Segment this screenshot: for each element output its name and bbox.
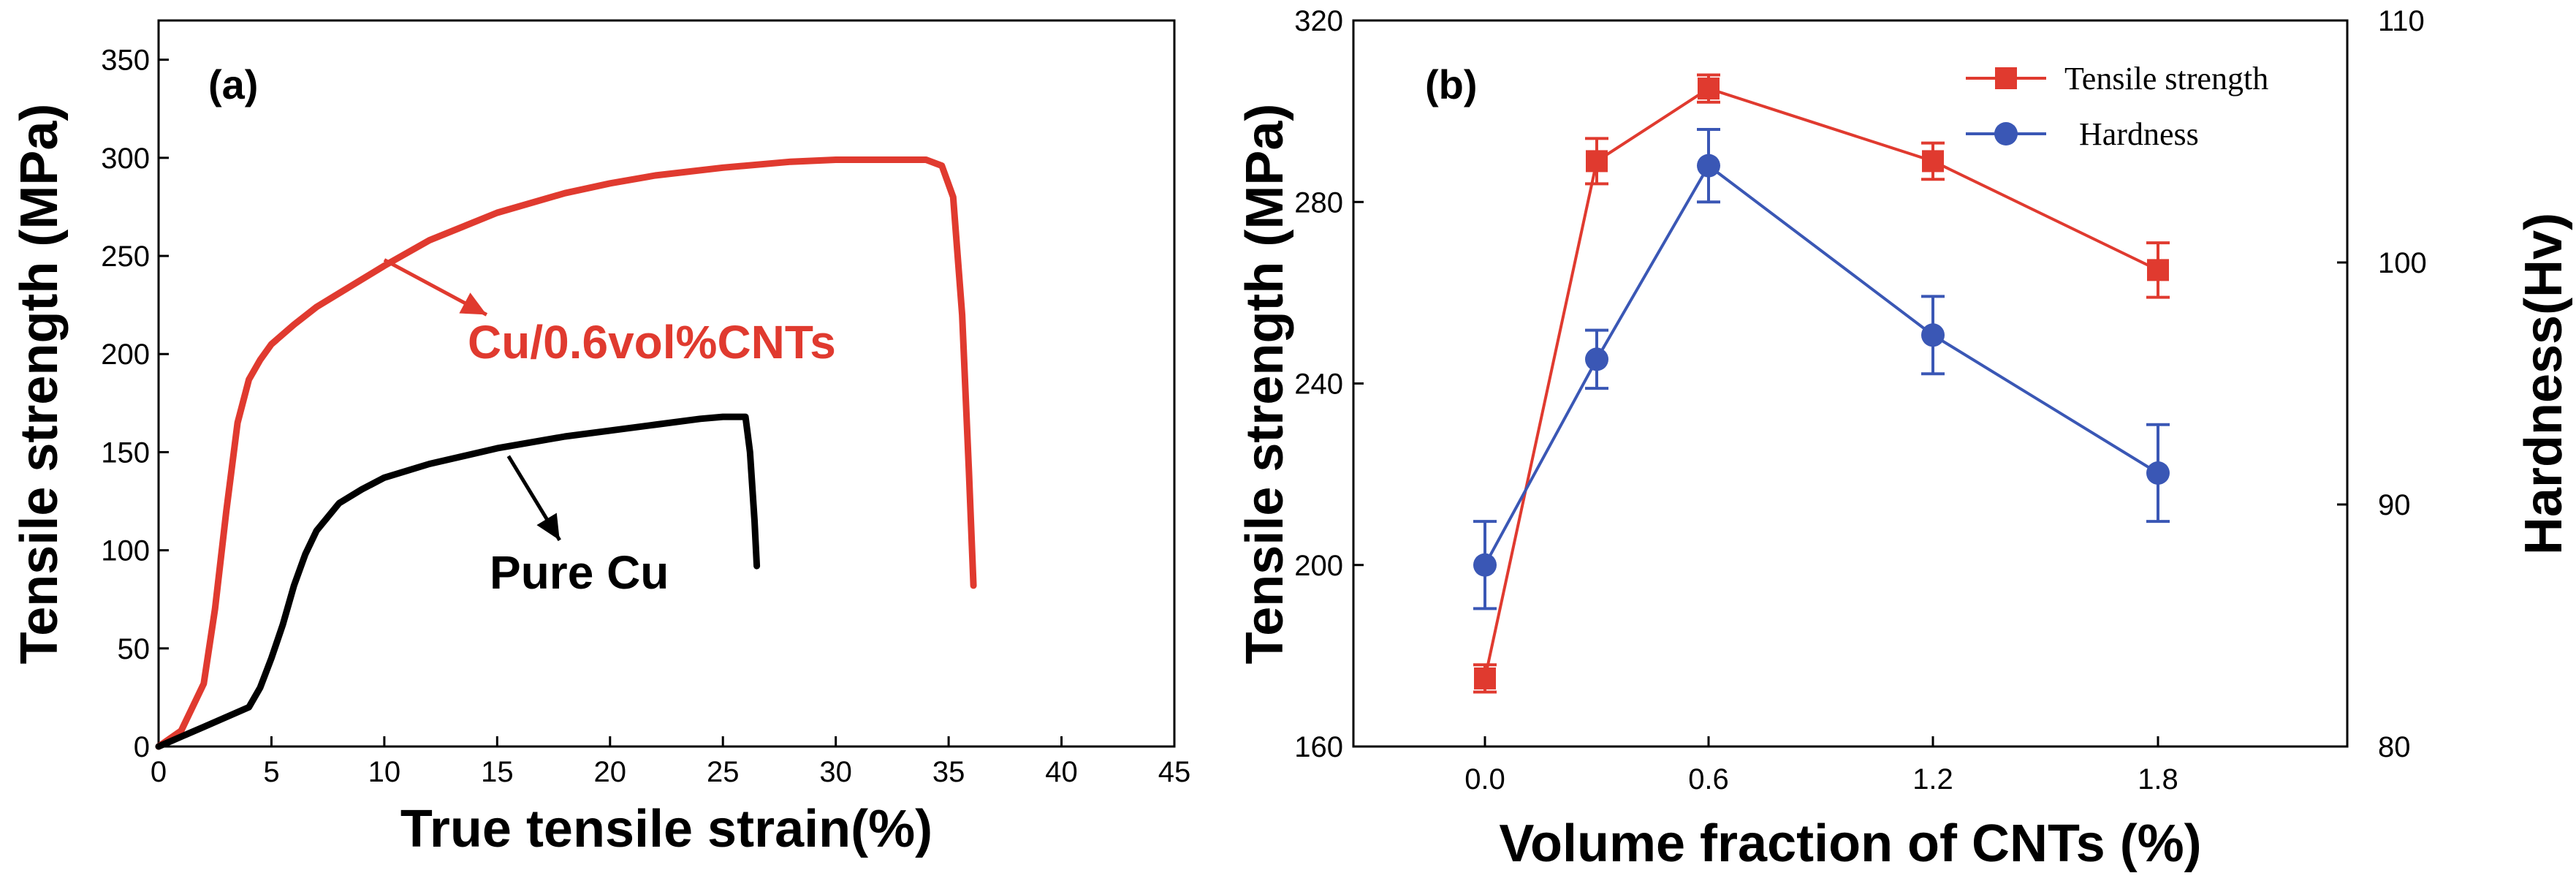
annotation-purecu: Pure Cu bbox=[490, 546, 669, 599]
panel-a-label: (a) bbox=[208, 61, 258, 107]
x-tick-label: 30 bbox=[819, 756, 852, 788]
y-tick-label: 150 bbox=[101, 436, 150, 469]
x-tick-label: 15 bbox=[481, 756, 514, 788]
y-tick-label: 100 bbox=[101, 535, 150, 567]
panel-a-y-axis-label: Tensile strength (MPa) bbox=[10, 104, 69, 665]
data-point-hardness bbox=[1473, 553, 1497, 577]
y-tick-label: 200 bbox=[101, 339, 150, 371]
panel-b-left-y-ticks: 160 200 240 280 320 bbox=[1294, 5, 1364, 763]
x-tick-label: 40 bbox=[1045, 756, 1078, 788]
x-tick-label: 0.0 bbox=[1464, 763, 1505, 795]
panel-a-plot-frame bbox=[157, 19, 1176, 748]
left-y-tick-label: 280 bbox=[1294, 186, 1343, 219]
y-tick-label: 50 bbox=[118, 633, 151, 665]
panel-a-y-ticks: 0 50 100 150 200 250 300 350 bbox=[101, 45, 169, 763]
series-line-cnts bbox=[155, 156, 977, 750]
x-tick-label: 10 bbox=[368, 756, 401, 788]
annotation-arrowhead-purecu bbox=[536, 513, 560, 540]
x-tick-label: 5 bbox=[263, 756, 279, 788]
left-y-tick-label: 160 bbox=[1294, 731, 1343, 763]
panel-b-label: (b) bbox=[1425, 61, 1478, 107]
x-tick-label: 0 bbox=[151, 756, 167, 788]
legend-label-tensile: Tensile strength bbox=[2064, 61, 2268, 97]
panel-b-series bbox=[1473, 73, 2170, 694]
data-point-tensile bbox=[1922, 150, 1944, 173]
annotation-cnts: Cu/0.6vol%CNTs bbox=[468, 316, 836, 368]
panel-b-legend: Tensile strength Hardness bbox=[1966, 61, 2268, 152]
legend-marker-hardness bbox=[1994, 122, 2018, 145]
data-point-hardness bbox=[2146, 461, 2170, 485]
annotation-arrowhead-cnts bbox=[459, 292, 487, 315]
panel-a: 0 5 10 15 20 25 30 35 40 45 0 50 100 150 200 250 300 350… bbox=[10, 19, 1190, 858]
x-tick-label: 1.8 bbox=[2138, 763, 2178, 795]
series-line-pure-cu bbox=[155, 413, 761, 750]
data-point-tensile bbox=[1586, 150, 1608, 173]
x-tick-label: 35 bbox=[932, 756, 965, 788]
panel-b-x-axis-label: Volume fraction of CNTs (%) bbox=[1499, 814, 2201, 873]
right-y-tick-label: 100 bbox=[2378, 247, 2427, 279]
data-point-tensile bbox=[1474, 667, 1496, 689]
left-y-tick-label: 320 bbox=[1294, 5, 1343, 37]
x-tick-label: 0.6 bbox=[1688, 763, 1729, 795]
legend-label-hardness: Hardness bbox=[2079, 116, 2199, 152]
x-tick-label: 20 bbox=[594, 756, 627, 788]
panel-b-right-y-ticks: 80 90 100 110 bbox=[2337, 5, 2427, 763]
x-tick-label: 1.2 bbox=[1912, 763, 1953, 795]
x-tick-label: 25 bbox=[707, 756, 740, 788]
data-point-tensile bbox=[2147, 259, 2169, 281]
left-y-tick-label: 200 bbox=[1294, 550, 1343, 582]
panel-a-x-ticks: 0 5 10 15 20 25 30 35 40 45 bbox=[151, 736, 1190, 788]
legend-marker-tensile bbox=[1995, 67, 2017, 89]
panel-b-left-y-axis-label: Tensile strength (MPa) bbox=[1236, 104, 1294, 665]
series-line-hardness bbox=[1483, 163, 2159, 566]
data-point-hardness bbox=[1585, 347, 1608, 371]
right-y-tick-label: 80 bbox=[2378, 731, 2411, 763]
data-point-tensile bbox=[1698, 78, 1720, 100]
panel-a-x-axis-label: True tensile strain(%) bbox=[400, 800, 932, 858]
data-point-hardness bbox=[1921, 323, 1945, 347]
right-y-tick-label: 110 bbox=[2378, 5, 2425, 37]
panel-b-x-ticks: 0.0 0.6 1.2 1.8 bbox=[1464, 736, 2178, 795]
left-y-tick-label: 240 bbox=[1294, 368, 1343, 401]
y-tick-label: 250 bbox=[101, 241, 150, 273]
y-tick-label: 300 bbox=[101, 143, 150, 175]
right-y-tick-label: 90 bbox=[2378, 489, 2411, 521]
panel-a-lines bbox=[155, 156, 977, 750]
x-tick-label: 45 bbox=[1158, 756, 1191, 788]
panel-b-right-y-axis-label: Hardness(Hv) bbox=[2515, 213, 2573, 555]
series-line-tensile bbox=[1483, 86, 2159, 679]
y-tick-label: 0 bbox=[134, 731, 150, 763]
data-point-hardness bbox=[1697, 154, 1720, 178]
y-tick-label: 350 bbox=[101, 45, 150, 77]
